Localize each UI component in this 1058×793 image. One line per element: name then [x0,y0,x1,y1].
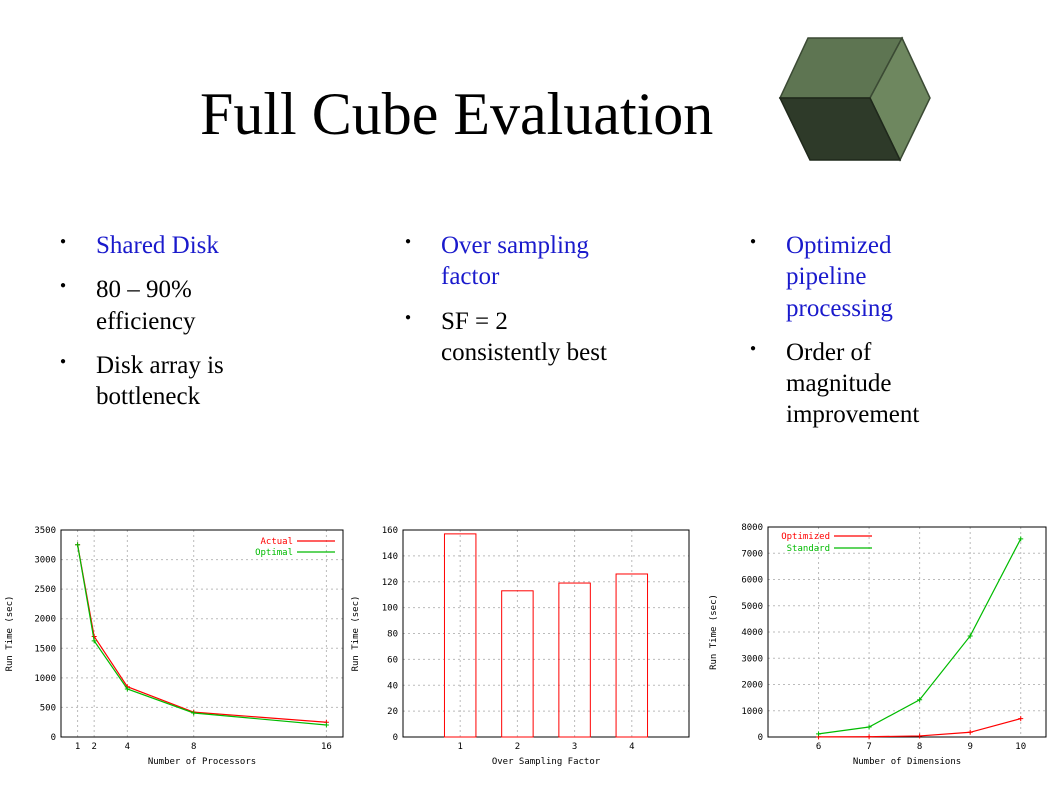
data-point [191,710,197,716]
legend-label: Standard [787,544,830,554]
data-point [967,729,973,735]
data-point [917,733,923,739]
y-tick-label: 1000 [34,674,56,684]
y-tick-label: 3000 [741,654,763,664]
data-point [967,633,973,639]
y-tick-label: 6000 [741,576,763,586]
y-tick-label: 1500 [34,644,56,654]
x-tick-label: 2 [91,742,96,752]
bullet-item: Shared Disk [50,230,270,261]
cube-icon [778,36,931,162]
bullet-item: Over sampling factor [395,230,615,293]
processors-chart: 0 500 1000 1500 2000 2500 3000 3500 1 2 4 8 16 Number… [5,526,344,767]
y-tick-label: 7000 [741,549,763,559]
plot-frame [767,526,1047,738]
data-point [866,734,872,740]
y-tick-label: 2000 [741,681,763,691]
y-tick-label: 20 [387,707,398,717]
data-point [124,686,130,692]
data-point [75,542,81,548]
y-tick-label: 160 [382,526,398,536]
x-tick-label: 2 [515,742,520,752]
x-tick-label: 1 [75,742,80,752]
y-tick-label: 120 [382,578,398,588]
x-tick-label: 3 [572,742,577,752]
legend-label: Optimal [255,548,293,558]
data-point [1018,536,1024,542]
y-tick-label: 2500 [34,585,56,595]
bullet-list-3: Optimized pipeline processing Order of ma… [740,230,960,431]
plot-frame [60,529,344,738]
y-tick-label: 4000 [741,628,763,638]
bullet-list-2: Over sampling factor SF = 2 consistently … [395,230,615,368]
y-tick-label: 5000 [741,602,763,612]
sampling-factor-chart: 0 20 40 60 80 100 120 140 160 1 2 3 4 Over Sampling F… [351,526,690,767]
bar [443,533,477,738]
legend-label: Actual [260,537,293,547]
series-line [76,544,327,726]
x-tick-label: 4 [629,742,634,752]
bullet-column-2: Over sampling factor SF = 2 consistently … [395,230,615,381]
y-tick-label: 80 [387,630,398,640]
y-axis-label: Run Time (sec) [5,596,15,672]
legend-label: Optimized [781,532,830,542]
x-tick-label: 10 [1015,742,1026,752]
bar [501,590,534,738]
bullet-item: 80 – 90% efficiency [50,274,270,337]
data-point [816,731,822,737]
y-tick-label: 3000 [34,556,56,566]
x-tick-label: 6 [816,742,821,752]
data-point [866,724,872,730]
series-line [76,544,327,723]
x-tick-label: 9 [967,742,972,752]
dimensions-chart: 0 1000 2000 3000 4000 5000 6000 7000 8000 6 7 8 9 10 N… [709,523,1047,767]
y-tick-label: 0 [758,733,763,743]
data-point [1018,716,1024,722]
x-tick-label: 8 [917,742,922,752]
y-tick-label: 2000 [34,615,56,625]
plot-frame [402,529,690,738]
data-point [91,638,97,644]
x-tick-label: 4 [125,742,130,752]
bullet-item: Order of magnitude improvement [740,337,960,431]
x-tick-label: 1 [457,742,462,752]
bullet-item: Disk array is bottleneck [50,350,270,413]
y-tick-label: 0 [51,733,56,743]
y-tick-label: 0 [393,733,398,743]
y-tick-label: 40 [387,681,398,691]
bullet-item: SF = 2 consistently best [395,306,615,369]
y-tick-label: 100 [382,604,398,614]
y-tick-label: 500 [40,703,56,713]
y-tick-label: 60 [387,655,398,665]
x-tick-label: 7 [866,742,871,752]
y-tick-label: 140 [382,552,398,562]
y-axis-label: Run Time (sec) [709,594,719,670]
x-tick-label: 8 [191,742,196,752]
x-axis-label: Number of Dimensions [853,757,961,767]
data-point [323,722,329,728]
x-axis-label: Number of Processors [148,757,256,767]
x-axis-label: Over Sampling Factor [492,757,601,767]
bullet-column-3: Optimized pipeline processing Order of ma… [740,230,960,444]
x-tick-label: 16 [321,742,332,752]
bullet-column-1: Shared Disk 80 – 90% efficiency Disk array… [50,230,270,425]
bar [558,582,591,738]
y-tick-label: 1000 [741,707,763,717]
bar [615,573,649,738]
bullet-list-1: Shared Disk 80 – 90% efficiency Disk array… [50,230,270,412]
bullet-item: Optimized pipeline processing [740,230,960,324]
slide-title: Full Cube Evaluation [200,81,714,147]
cube-front-face [778,97,902,161]
y-axis-label: Run Time (sec) [351,596,361,672]
y-tick-label: 3500 [34,526,56,536]
y-tick-label: 8000 [741,523,763,533]
data-point [917,697,923,703]
